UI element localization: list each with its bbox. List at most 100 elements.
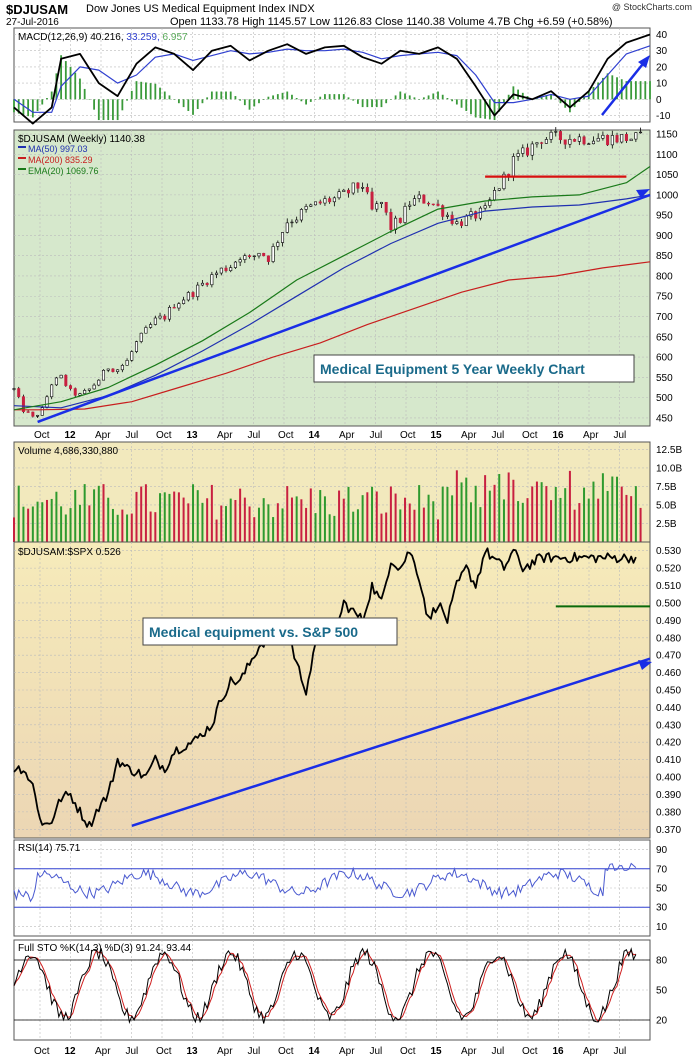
price-candle xyxy=(271,246,275,262)
price-candle xyxy=(116,369,120,372)
x-axis-label: 14 xyxy=(309,1046,321,1057)
price-candle xyxy=(54,377,58,386)
overlay-swatch xyxy=(18,146,26,148)
volume-bar xyxy=(606,490,609,542)
price-candle xyxy=(606,134,610,146)
x-axis-label: Apr xyxy=(95,1046,111,1057)
volume-bar xyxy=(290,497,293,542)
stochastic-legend: Full STO %K(14,3) %D(3) 91.24, 93.44 xyxy=(18,943,192,954)
price-candle xyxy=(186,292,190,301)
rsi-legend: RSI(14) 75.71 xyxy=(18,843,81,854)
price-candle xyxy=(403,206,407,223)
volume-bar xyxy=(375,491,378,542)
volume-bar xyxy=(319,490,322,542)
volume-bar xyxy=(446,486,449,542)
volume-bar xyxy=(493,484,496,542)
macd-histogram-bar xyxy=(422,97,425,100)
volume-bar xyxy=(394,493,397,542)
y-tick-label: 950 xyxy=(656,211,673,222)
price-candle xyxy=(412,198,416,206)
volume-bar xyxy=(182,497,185,542)
price-candle xyxy=(351,182,355,194)
volume-bar xyxy=(531,486,534,542)
price-candle xyxy=(290,221,294,224)
volume-bar xyxy=(521,502,524,542)
price-candle xyxy=(408,204,412,207)
y-tick-label: 30 xyxy=(656,46,668,57)
price-candle xyxy=(45,396,49,408)
price-candle xyxy=(337,191,341,199)
macd-histogram-bar xyxy=(192,99,194,115)
x-axis-label: Oct xyxy=(34,430,50,441)
x-axis-label: 16 xyxy=(553,1046,565,1057)
macd-histogram-bar xyxy=(389,99,392,100)
volume-bar xyxy=(630,496,633,542)
macd-histogram-bar xyxy=(168,95,171,100)
volume-bar xyxy=(422,507,425,542)
volume-bar xyxy=(389,486,392,542)
volume-bar xyxy=(474,485,477,542)
macd-histogram-bar xyxy=(517,89,519,100)
volume-bar xyxy=(286,486,289,542)
price-candle xyxy=(634,132,638,140)
volume-bar xyxy=(460,482,463,542)
volume-bar xyxy=(159,493,162,542)
volume-bar xyxy=(328,514,331,542)
price-candle xyxy=(573,139,577,142)
ratio-trend-arrow-head xyxy=(638,660,652,670)
price-candle xyxy=(474,211,478,219)
y-tick-label: 700 xyxy=(656,312,673,323)
macd-histogram-bar xyxy=(88,99,91,100)
macd-histogram-bar xyxy=(583,96,585,100)
macd-histogram-bar xyxy=(13,99,15,113)
price-candle xyxy=(384,201,388,213)
y-tick-label: 10 xyxy=(656,79,668,90)
price-candle xyxy=(455,221,459,224)
x-axis-label: Jul xyxy=(126,430,139,441)
macd-histogram-bar xyxy=(639,81,642,100)
macd-histogram-bar xyxy=(338,94,340,100)
price-candle xyxy=(497,188,501,191)
y-tick-label: 850 xyxy=(656,251,673,262)
macd-histogram-bar xyxy=(121,99,124,111)
x-axis-label: 13 xyxy=(187,430,199,441)
y-tick-label: 10 xyxy=(656,922,668,933)
x-axis-label: Jul xyxy=(248,430,261,441)
x-axis-label: Oct xyxy=(34,1046,50,1057)
price-candle xyxy=(191,292,195,298)
macd-histogram-bar xyxy=(130,90,133,100)
price-candle xyxy=(375,203,379,210)
price-candle xyxy=(554,131,558,133)
macd-histogram-bar xyxy=(201,99,204,104)
macd-histogram-bar xyxy=(309,99,312,102)
macd-histogram-bar xyxy=(69,66,72,100)
volume-bar xyxy=(55,491,58,542)
macd-histogram-bar xyxy=(50,91,53,100)
volume-bar xyxy=(380,513,383,542)
price-candle xyxy=(610,135,614,146)
macd-histogram-bar xyxy=(644,81,647,100)
macd-histogram-bar xyxy=(159,87,161,100)
macd-histogram-bar xyxy=(258,99,260,104)
volume-bar xyxy=(248,506,251,542)
volume-bar xyxy=(253,517,256,542)
x-axis-label: 16 xyxy=(553,430,565,441)
volume-bar xyxy=(107,497,110,542)
volume-bar xyxy=(126,514,129,542)
volume-bar xyxy=(352,511,355,542)
price-candle xyxy=(97,379,101,386)
price-candle xyxy=(577,136,581,142)
price-candle xyxy=(427,202,431,205)
price-candle xyxy=(502,173,506,190)
volume-bar xyxy=(173,491,176,542)
y-tick-label: 10.0B xyxy=(656,463,682,474)
price-candle xyxy=(281,232,285,243)
price-candle xyxy=(544,139,548,144)
macd-histogram-bar xyxy=(234,96,237,100)
overlay-swatch xyxy=(18,157,26,159)
volume-bar xyxy=(305,507,308,542)
volume-bar xyxy=(130,513,133,542)
macd-histogram-bar xyxy=(215,91,218,100)
price-candle xyxy=(167,306,171,320)
price-candle xyxy=(436,203,440,206)
